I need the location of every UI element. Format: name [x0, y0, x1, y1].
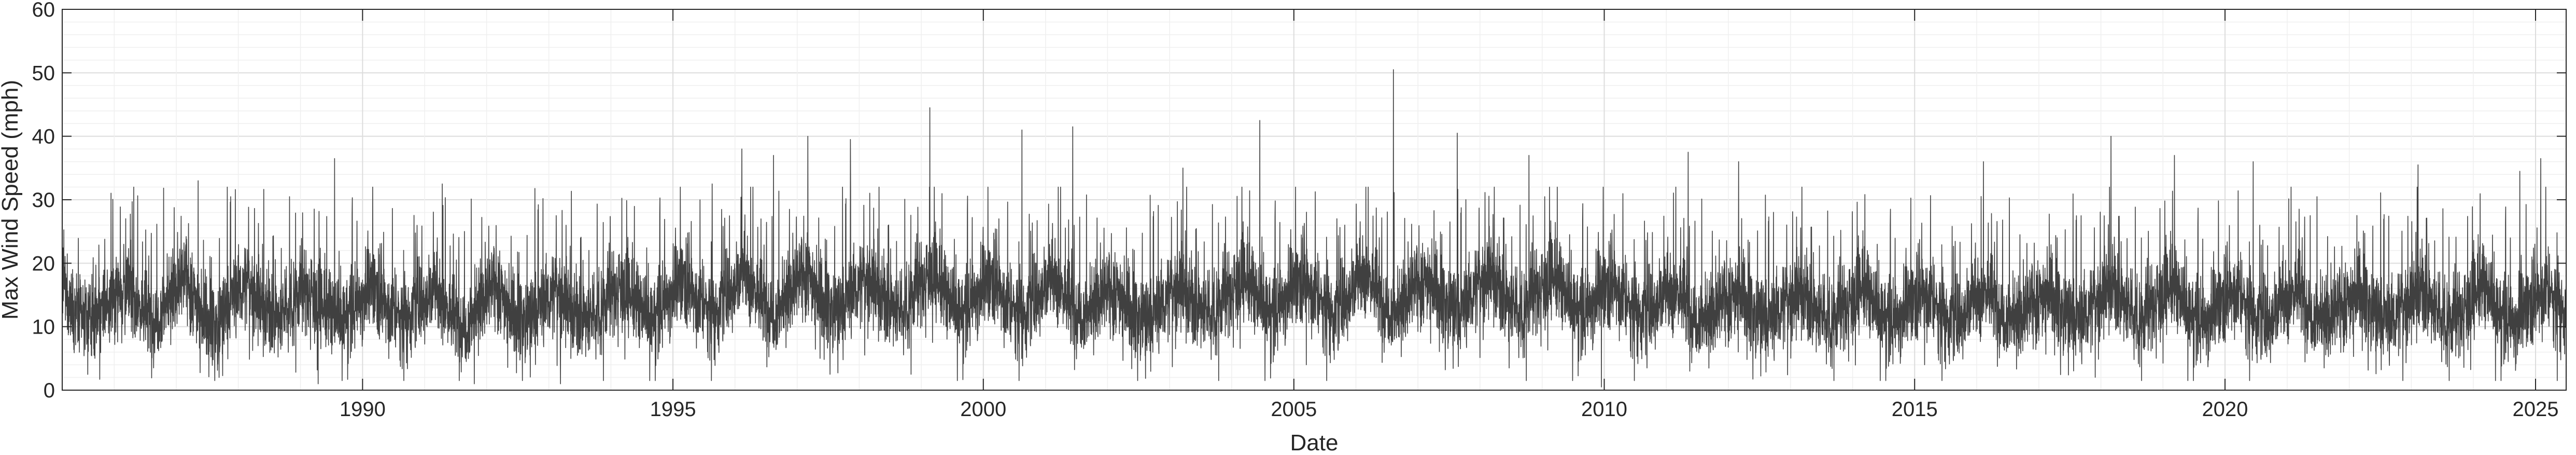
axis-ticks	[62, 9, 2566, 391]
x-tick-label: 2005	[1271, 398, 1317, 421]
y-tick-label: 10	[32, 316, 55, 339]
wind-speed-series-line	[62, 69, 2567, 388]
y-tick-label: 50	[32, 62, 55, 85]
y-tick-labels: 0 10 20 30 40 50 60	[32, 0, 55, 402]
x-tick-label: 2025	[2512, 398, 2558, 421]
y-tick-label: 20	[32, 252, 55, 275]
x-tick-labels: 1990 1995 2000 2005 2010 2015 2020 2025	[340, 398, 2559, 421]
series-line	[62, 69, 2567, 388]
y-tick-label: 60	[32, 0, 55, 21]
x-tick-label: 2010	[1581, 398, 1627, 421]
x-tick-label: 2015	[1892, 398, 1938, 421]
x-tick-label: 1990	[340, 398, 386, 421]
x-tick-label: 2000	[960, 398, 1006, 421]
y-axis-label: Max Wind Speed (mph)	[0, 80, 23, 320]
y-tick-label: 0	[44, 379, 55, 402]
x-tick-label: 2020	[2202, 398, 2248, 421]
y-tick-label: 30	[32, 189, 55, 212]
x-tick-label: 1995	[650, 398, 696, 421]
y-tick-label: 40	[32, 126, 55, 148]
x-axis-label: Date	[1290, 430, 1339, 455]
